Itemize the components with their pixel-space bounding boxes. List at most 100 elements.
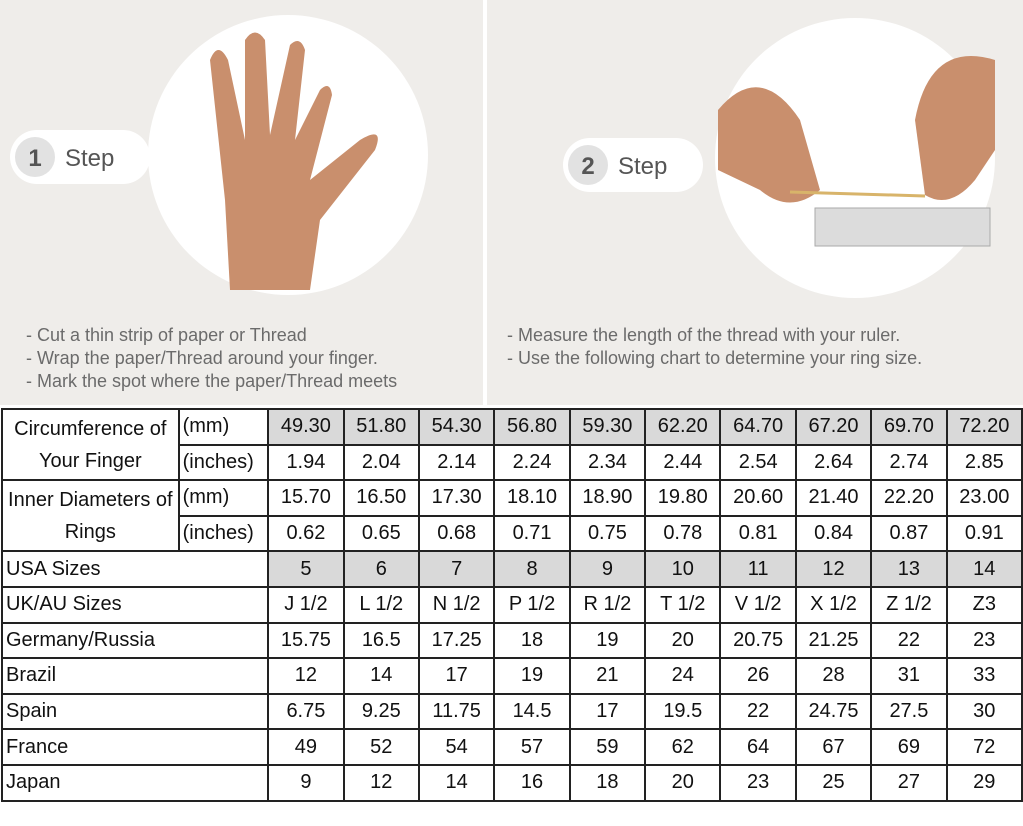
cell: 23 xyxy=(719,763,797,802)
cell: 20.75 xyxy=(719,621,797,660)
cell: 11 xyxy=(719,550,797,588)
cell: 52 xyxy=(342,728,420,766)
illustration: 1 Step 2 Step xyxy=(0,0,1023,405)
cell: 28 xyxy=(794,657,873,695)
cell: 64.70 xyxy=(719,408,797,446)
cell: 2.34 xyxy=(568,443,647,482)
ring-size-table: Circumference of Your Finger (mm) 49.30 51.… xyxy=(0,407,1023,802)
cell: Z 1/2 xyxy=(870,585,948,624)
cell: 72.20 xyxy=(945,408,1023,446)
row-label: Japan xyxy=(0,763,270,802)
cell: 72 xyxy=(945,728,1023,766)
cell: 31 xyxy=(870,657,948,695)
cell: 9 xyxy=(568,550,647,588)
row-label: USA Sizes xyxy=(0,550,270,588)
cell: 0.87 xyxy=(870,514,948,553)
cell: 15.70 xyxy=(267,479,345,517)
cell: 0.91 xyxy=(945,514,1023,553)
cell: Z3 xyxy=(945,585,1023,624)
cell: P 1/2 xyxy=(493,585,571,624)
cell: 62 xyxy=(644,728,722,766)
cell: 69.70 xyxy=(870,408,948,446)
cell: 11.75 xyxy=(417,692,496,731)
cell: 8 xyxy=(493,550,571,588)
table-row: Circumference of Your Finger (mm) 49.30 51.… xyxy=(1,407,1023,482)
cell: 18 xyxy=(568,763,647,802)
table-row: France 49 52 54 57 59 62 64 67 69 72 xyxy=(0,728,1023,766)
cell: 20.60 xyxy=(719,479,797,517)
cell: 49 xyxy=(267,728,345,766)
cell: 67 xyxy=(794,728,873,766)
cell: 12 xyxy=(794,550,873,588)
cell: 2.14 xyxy=(417,443,496,482)
table-row: USA Sizes 5 6 7 8 9 10 11 12 13 14 xyxy=(0,550,1023,588)
cell: 18.10 xyxy=(493,479,571,517)
table-row: (inches) 0.62 0.65 0.68 0.71 0.75 0.78 0.81 0.84… xyxy=(2,514,1023,553)
cell: 24.75 xyxy=(794,692,873,731)
cell: 29 xyxy=(945,763,1023,802)
instructions: - Measure the length of the thread with … xyxy=(507,324,922,370)
cell: 17 xyxy=(417,657,496,695)
step-number: 1 xyxy=(28,145,41,172)
table-row: Inner Diameters of Rings (mm) 15.70 16.50 17… xyxy=(1,479,1023,553)
cell: 10 xyxy=(644,550,722,588)
cell: 17.30 xyxy=(417,479,496,517)
cell: 9.25 xyxy=(342,692,420,731)
cell: 17.25 xyxy=(417,621,496,660)
cell: 33 xyxy=(945,657,1023,695)
instruction-line: - Mark the spot where the paper/Thread m… xyxy=(26,371,398,391)
cell: 2.54 xyxy=(719,443,797,482)
unit: (mm) xyxy=(177,408,270,446)
cell: 24 xyxy=(644,657,722,695)
table-row: (inches) 1.94 2.04 2.14 2.24 2.34 2.44 2.54 2.64… xyxy=(2,443,1023,482)
cell: 49.30 xyxy=(267,408,345,446)
cell: 2.04 xyxy=(342,443,420,482)
cell: 2.64 xyxy=(794,443,873,482)
cell: 23.00 xyxy=(945,479,1023,517)
cell: T 1/2 xyxy=(644,585,722,624)
cell: 57 xyxy=(493,728,571,766)
row-label: Inner Diameters of Rings xyxy=(1,479,180,553)
cell: 21 xyxy=(568,657,647,695)
cell: 6 xyxy=(342,550,420,588)
cell: 13 xyxy=(870,550,948,588)
cell: 2.85 xyxy=(945,443,1023,482)
cell: 22.20 xyxy=(870,479,948,517)
cell: 18.90 xyxy=(568,479,647,517)
cell: 20 xyxy=(644,763,722,802)
cell: 0.62 xyxy=(267,514,345,553)
cell: 5 xyxy=(267,550,345,588)
cell: 2.44 xyxy=(644,443,722,482)
cell: 0.81 xyxy=(719,514,797,553)
cell: 9 xyxy=(267,763,345,802)
cell: N 1/2 xyxy=(417,585,496,624)
cell: 16.5 xyxy=(342,621,420,660)
cell: V 1/2 xyxy=(719,585,797,624)
cell: 0.75 xyxy=(568,514,647,553)
row-label: France xyxy=(0,728,270,766)
table-row: UK/AU Sizes J 1/2 L 1/2 N 1/2 P 1/2 R 1/2 T 1/… xyxy=(0,585,1023,624)
table-row: Japan 9 12 14 16 18 20 23 25 27 29 xyxy=(0,763,1023,802)
step-number-circle xyxy=(15,137,55,177)
cell: 2.24 xyxy=(493,443,571,482)
cell: 23 xyxy=(945,621,1023,660)
cell: 30 xyxy=(945,692,1023,731)
cell: 0.84 xyxy=(794,514,873,553)
cell: 59 xyxy=(568,728,647,766)
cell: 6.75 xyxy=(267,692,345,731)
cell: 21.40 xyxy=(794,479,873,517)
table-row: Spain 6.75 9.25 11.75 14.5 17 19.5 22 24.75 27.5 3… xyxy=(0,692,1023,731)
row-label: Circumference of Your Finger xyxy=(1,407,180,482)
cell: 51.80 xyxy=(342,408,420,446)
cell: 16.50 xyxy=(342,479,420,517)
cell: 0.78 xyxy=(644,514,722,553)
cell: 62.20 xyxy=(644,408,722,446)
row-label: Brazil xyxy=(0,657,270,695)
cell: 22 xyxy=(870,621,948,660)
cell: 27 xyxy=(870,763,948,802)
cell: 19 xyxy=(493,657,571,695)
table-row: Germany/Russia 15.75 16.5 17.25 18 19 20 20.75 2… xyxy=(0,621,1023,660)
unit: (mm) xyxy=(177,479,270,517)
cell: X 1/2 xyxy=(794,585,873,624)
cell: 15.75 xyxy=(267,621,345,660)
